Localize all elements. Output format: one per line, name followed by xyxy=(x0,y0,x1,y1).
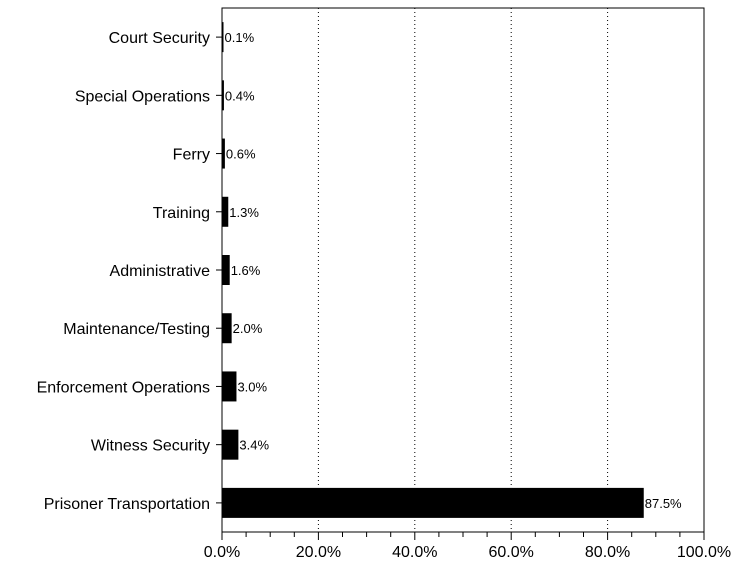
bar xyxy=(222,429,239,460)
x-tick-label: 20.0% xyxy=(296,544,341,561)
x-tick-label: 100.0% xyxy=(677,544,731,561)
bar xyxy=(222,138,225,169)
category-label: Special Operations xyxy=(75,88,210,105)
category-label: Ferry xyxy=(173,147,210,164)
category-label: Court Security xyxy=(109,30,210,47)
plot-area-frame xyxy=(221,7,705,533)
data-label: 0.1% xyxy=(225,30,255,45)
data-label: 3.0% xyxy=(237,379,267,394)
x-axis: 0.0% 20.0% 40.0% 60.0% 80.0% 100.0% xyxy=(204,532,731,561)
bars: 0.1% 0.4% 0.6% 1.3% 1.6% 2.0% 3.0% 3.4% 87.5% xyxy=(222,22,682,518)
category-labels: Court Security Special Operations Ferry Tra… xyxy=(37,30,222,513)
x-tick-label: 40.0% xyxy=(392,544,437,561)
bar xyxy=(222,371,237,402)
bar xyxy=(222,80,224,111)
data-label: 0.6% xyxy=(226,147,256,162)
x-tick-label: 60.0% xyxy=(489,544,534,561)
category-label: Administrative xyxy=(110,263,211,280)
bar xyxy=(222,487,644,518)
data-label: 2.0% xyxy=(233,321,263,336)
bar xyxy=(222,313,232,344)
category-label: Witness Security xyxy=(91,438,210,455)
data-label: 1.3% xyxy=(229,205,259,220)
data-label: 3.4% xyxy=(239,438,269,453)
category-label: Prisoner Transportation xyxy=(44,496,210,513)
gridlines xyxy=(317,8,609,532)
bar xyxy=(222,196,229,227)
data-label: 0.4% xyxy=(225,88,255,103)
category-label: Enforcement Operations xyxy=(37,379,210,396)
bar xyxy=(222,22,224,53)
x-tick-label: 0.0% xyxy=(204,544,240,561)
bar xyxy=(222,255,230,285)
category-label: Maintenance/Testing xyxy=(63,321,210,338)
x-tick-label: 80.0% xyxy=(585,544,630,561)
category-label: Training xyxy=(153,205,210,222)
data-label: 1.6% xyxy=(231,263,261,278)
data-label: 87.5% xyxy=(645,496,682,511)
